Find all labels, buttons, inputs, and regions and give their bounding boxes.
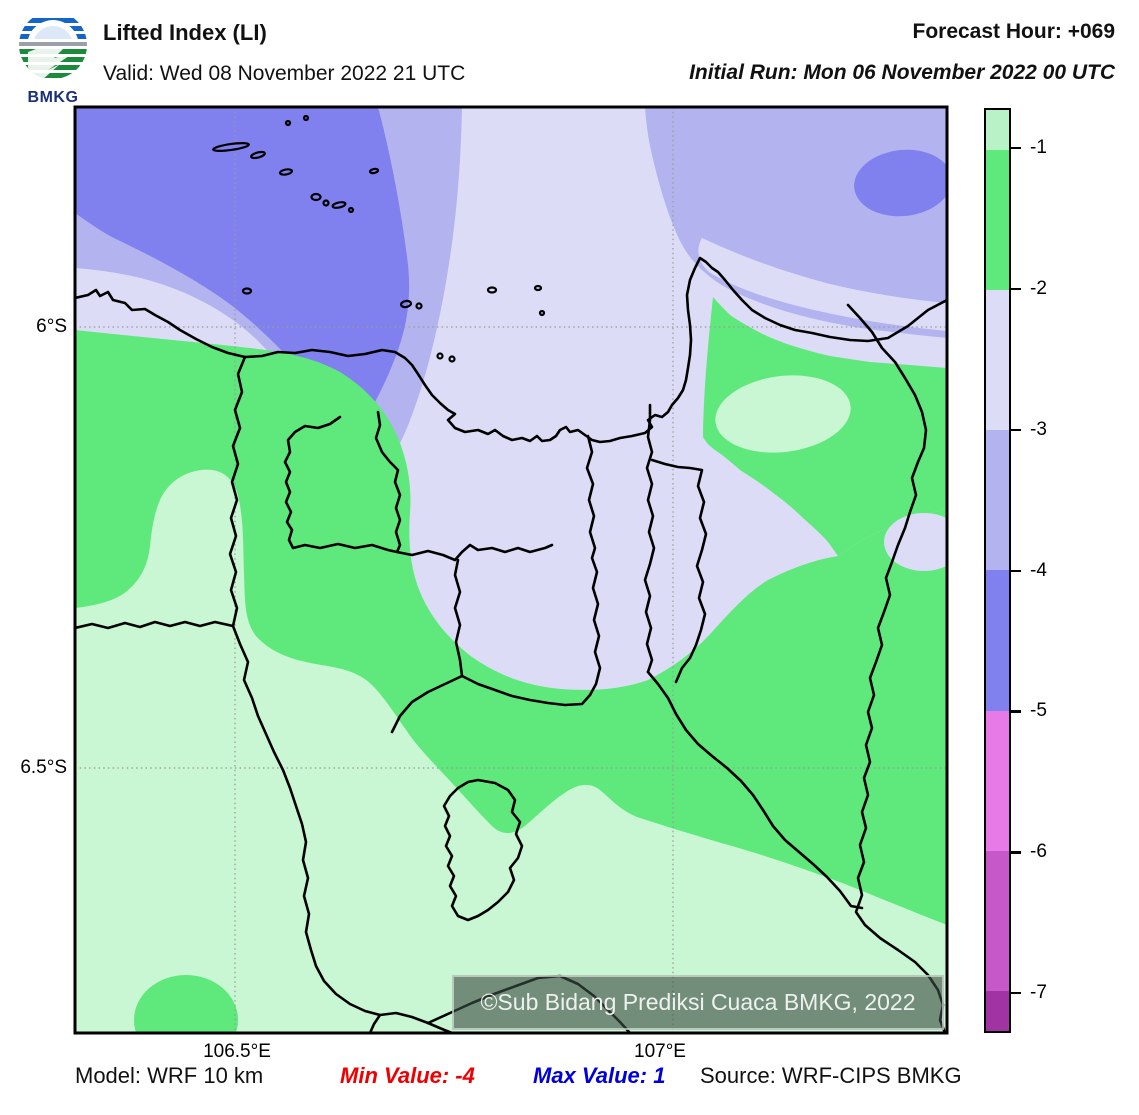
bmkg-logo-icon: [19, 11, 87, 79]
map-region-lavender-blob-east: [884, 513, 947, 571]
colorbar-segment: [986, 110, 1009, 150]
min-value-label: Min Value: -4: [340, 1063, 475, 1088]
colorbar-tick-mark: [1011, 710, 1021, 713]
border-bekasi: [650, 458, 708, 684]
colorbar-segment: [986, 149, 1009, 291]
valid-time-label: Valid: Wed 08 November 2022 21 UTC: [103, 62, 466, 85]
map-region-pale-green-core-ne: [715, 375, 851, 453]
colorbar-segment: [986, 710, 1009, 851]
map-region-blue-purple-ne-blob: [854, 149, 947, 217]
watermark-text: ©Sub Bidang Prediksi Cuaca BMKG, 2022: [480, 989, 916, 1015]
forecast-hour-label: Forecast Hour: +069: [912, 20, 1116, 43]
colorbar-tick-label: -3: [1030, 418, 1047, 440]
colorbar-segment: [986, 430, 1009, 571]
border-jakarta-d: [643, 403, 656, 674]
map-region-pale-band-ne: [698, 238, 947, 331]
colorbar-tick-mark: [1011, 428, 1021, 432]
bmkg-logo-text: BMKG: [27, 89, 79, 106]
islands: [212, 114, 546, 363]
colorbar-tick-mark: [1011, 287, 1021, 291]
border-left-horizontal: [75, 620, 235, 630]
colorbar-tick-label: -6: [1030, 841, 1047, 863]
border-southeast-diagonal: [646, 670, 864, 910]
border-cluster-west: [390, 558, 464, 734]
bmkg-logo: BMKG: [14, 8, 92, 106]
source-label: Source: WRF-CIPS BMKG: [700, 1063, 962, 1088]
colorbar-tick-label: -5: [1030, 700, 1047, 722]
colorbar-segment: [986, 570, 1009, 711]
border-west: [228, 355, 454, 1033]
x-tick-107e: 107°E: [634, 1041, 686, 1062]
model-label: Model: WRF 10 km: [75, 1063, 264, 1088]
colorbar-tick-mark: [1011, 992, 1021, 995]
border-jakarta-c: [585, 434, 602, 697]
colorbar-tick-mark: [1011, 147, 1021, 150]
max-value-label: Max Value: 1: [533, 1063, 666, 1088]
initial-run-label: Initial Run: Mon 06 November 2022 00 UTC: [689, 61, 1115, 84]
colorbar-tick-label: -1: [1030, 137, 1047, 158]
colorbar-tick-label: -7: [1030, 982, 1047, 1003]
watermark-box: ©Sub Bidang Prediksi Cuaca BMKG, 2022: [452, 975, 944, 1030]
border-east: [846, 303, 947, 1033]
colorbar-segment: [986, 850, 1009, 992]
border-jakarta-a: [374, 410, 402, 554]
colorbar-tick-mark: [1011, 569, 1021, 572]
map-region-green-band: [75, 330, 947, 925]
map-region-blue-purple-nw: [75, 107, 410, 430]
coastline: [75, 256, 947, 444]
border-enclosed-district: [442, 778, 524, 922]
colorbar-segment: [986, 290, 1009, 431]
colorbar-tick-label: -4: [1030, 559, 1047, 581]
map-frame: [73, 105, 949, 1035]
map-region-green-sw-blob: [134, 975, 238, 1033]
page-title: Lifted Index (LI): [103, 20, 267, 45]
colorbar-segment: [986, 991, 1009, 1031]
x-tick-106-5e: 106.5°E: [203, 1041, 271, 1062]
colorbar: [984, 108, 1011, 1033]
map-gridlines: [75, 107, 947, 1033]
border-jakarta-b: [283, 415, 554, 562]
colorbar-tick-mark: [1011, 851, 1021, 854]
border-west-stub: [368, 1013, 382, 1033]
y-tick-6s: 6°S: [36, 316, 67, 337]
border-cluster-bottom: [460, 674, 592, 707]
colorbar-tick-label: -2: [1030, 277, 1047, 299]
y-tick-6-5s: 6.5°S: [20, 757, 67, 778]
